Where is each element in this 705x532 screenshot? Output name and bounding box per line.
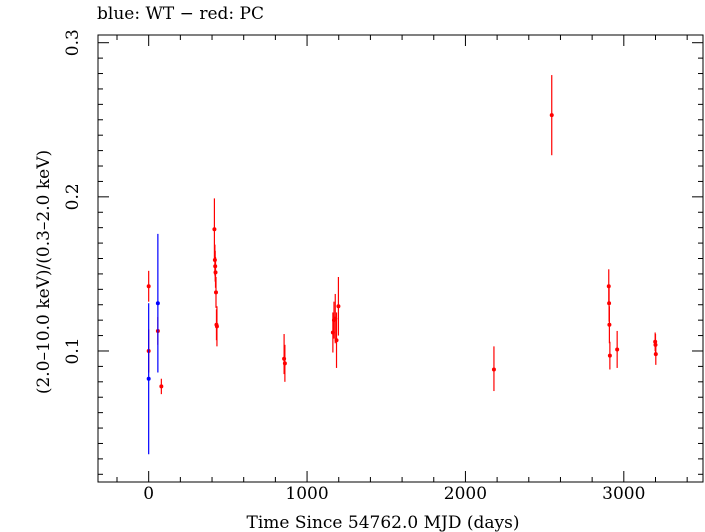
chart-title: blue: WT − red: PC — [97, 4, 264, 24]
pc-data-point — [607, 301, 612, 306]
pc-data-point — [549, 113, 554, 118]
pc-data-point — [615, 347, 620, 352]
axis-ticks — [98, 35, 703, 482]
pc-data-point — [607, 322, 612, 327]
pc-data-point — [213, 290, 218, 295]
pc-data-point — [336, 304, 341, 309]
pc-data-point — [334, 338, 339, 343]
pc-data-point — [159, 384, 164, 389]
data-marks — [146, 75, 658, 455]
pc-data-point — [212, 227, 217, 232]
y-tick-label: 0.3 — [63, 29, 83, 56]
pc-data-point — [282, 356, 287, 361]
x-tick-label: 0 — [143, 484, 154, 504]
pc-data-point — [653, 352, 658, 357]
x-tick-label: 3000 — [602, 484, 645, 504]
pc-data-point — [491, 367, 496, 372]
wt-data-point — [155, 301, 160, 306]
pc-data-point — [213, 270, 218, 275]
pc-data-point — [607, 353, 612, 358]
pc-data-point — [282, 361, 287, 366]
y-tick-label: 0.2 — [63, 183, 83, 210]
axis-tick-labels: 0 1000 2000 3000 0.1 0.2 0.3 — [63, 29, 645, 504]
wt-data-point — [146, 376, 151, 381]
x-axis-label: Time Since 54762.0 MJD (days) — [247, 513, 520, 532]
plot-frame — [97, 34, 704, 483]
pc-data-point — [146, 284, 151, 289]
x-tick-label: 1000 — [285, 484, 328, 504]
y-tick-label: 0.1 — [63, 337, 83, 364]
pc-data-point — [214, 324, 219, 329]
x-tick-label: 2000 — [444, 484, 487, 504]
y-axis-label: (2.0–10.0 keV)/(0.3–2.0 keV) — [34, 150, 54, 394]
